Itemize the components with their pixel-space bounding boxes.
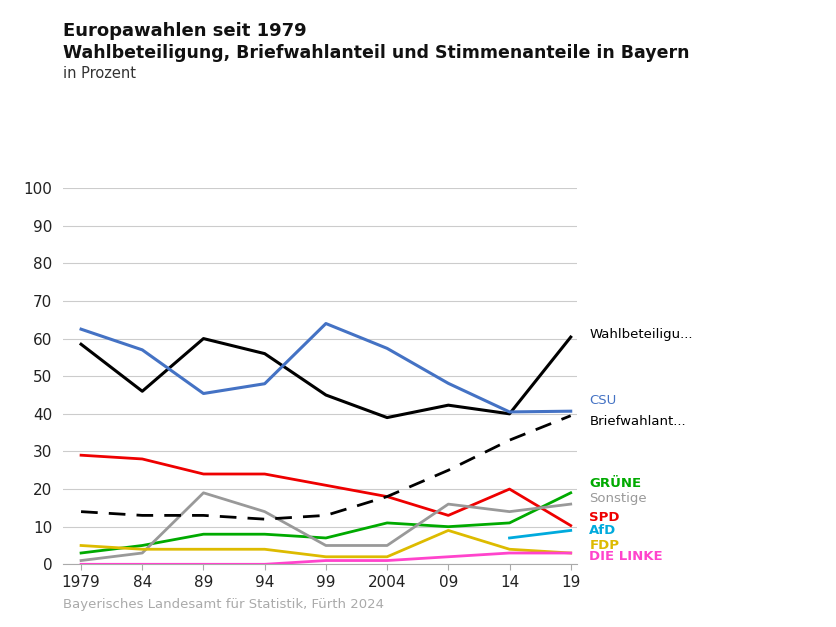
Text: Wahlbeteiligung, Briefwahlanteil und Stimmenanteile in Bayern: Wahlbeteiligung, Briefwahlanteil und Sti… [63,44,689,62]
Text: CSU: CSU [589,394,617,407]
Text: Europawahlen seit 1979: Europawahlen seit 1979 [63,22,306,40]
Text: Bayerisches Landesamt für Statistik, Fürth 2024: Bayerisches Landesamt für Statistik, Für… [63,598,384,611]
Text: GRÜNE: GRÜNE [589,477,641,490]
Text: Wahlbeteiligu...: Wahlbeteiligu... [589,329,693,341]
Text: Briefwahlant...: Briefwahlant... [589,415,686,428]
Text: in Prozent: in Prozent [63,66,135,81]
Text: DIE LINKE: DIE LINKE [589,551,663,563]
Text: Sonstige: Sonstige [589,492,647,505]
Text: SPD: SPD [589,511,619,524]
Text: AfD: AfD [589,524,617,537]
Text: FDP: FDP [589,539,619,552]
